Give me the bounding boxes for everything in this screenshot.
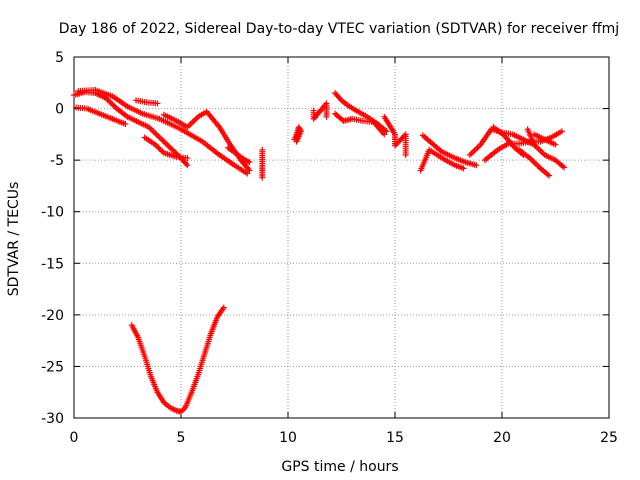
y-axis-label: SDTVAR / TECUs <box>6 182 22 297</box>
y-tick-label: -15 <box>41 256 64 272</box>
data-point <box>156 145 163 152</box>
data-point <box>546 172 553 179</box>
y-tick-label: -20 <box>41 308 64 324</box>
grid <box>74 57 609 418</box>
data-point <box>184 162 191 169</box>
x-tick-label: 0 <box>70 430 79 446</box>
x-tick-label: 20 <box>493 430 511 446</box>
data-point <box>246 159 253 166</box>
y-tick-label: -5 <box>50 153 64 169</box>
data-point <box>520 151 527 158</box>
data-point <box>184 155 191 162</box>
data-point <box>460 165 467 172</box>
data-point <box>561 164 568 171</box>
y-tick-label: 5 <box>55 50 64 66</box>
y-tick-label: 0 <box>55 102 64 118</box>
data-point <box>154 100 161 107</box>
data-point <box>552 141 559 148</box>
data-point <box>558 128 565 135</box>
data-point <box>402 151 409 158</box>
data-point <box>122 121 129 128</box>
data-point <box>244 170 251 177</box>
data-point <box>155 144 162 151</box>
data-point <box>293 138 300 145</box>
data-point <box>246 167 253 174</box>
data-point <box>179 407 186 414</box>
data-point <box>381 131 388 138</box>
chart-title: Day 186 of 2022, Sidereal Day-to-day VTE… <box>59 21 619 37</box>
y-tick-label: -25 <box>41 359 64 375</box>
y-tick-label: -30 <box>41 411 64 427</box>
x-tick-label: 25 <box>600 430 618 446</box>
data-point <box>158 147 165 154</box>
data-point <box>178 408 184 415</box>
data-points <box>71 87 568 415</box>
x-tick-label: 10 <box>279 430 297 446</box>
data-point <box>220 304 227 311</box>
x-axis-label: GPS time / hours <box>281 459 398 475</box>
axis-ticks: 0 5 10 15 20 25 5 0 -5 -10 -15 -20 -25 -30 <box>41 50 618 446</box>
x-tick-label: 5 <box>177 430 186 446</box>
x-tick-label: 15 <box>386 430 404 446</box>
y-tick-label: -10 <box>41 205 64 221</box>
data-point <box>259 174 266 181</box>
data-point <box>323 113 330 120</box>
plot-frame <box>73 56 610 419</box>
data-point <box>473 162 480 169</box>
